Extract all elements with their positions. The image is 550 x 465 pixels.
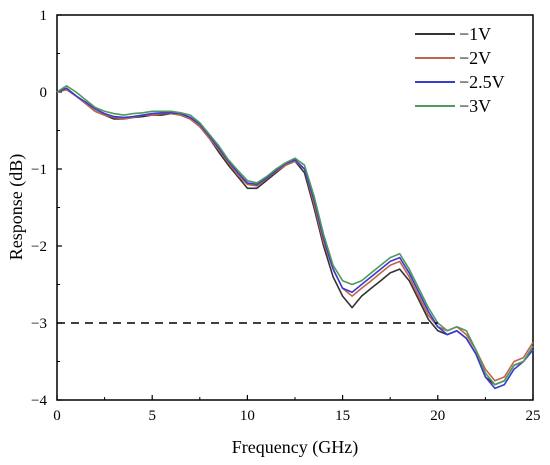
y-tick-label: −1 [31,162,47,178]
legend-label: −1V [459,24,491,44]
x-tick-label: 15 [335,408,350,424]
x-tick-label: 5 [148,408,156,424]
x-tick-label: 10 [240,408,255,424]
x-axis-title: Frequency (GHz) [232,437,358,458]
series-line-3 [56,85,534,386]
y-tick-label: 1 [40,8,48,24]
plot-area [56,85,534,390]
y-tick-label: 0 [40,85,48,101]
x-tick-label: 20 [430,408,445,424]
y-axis-title: Response (dB) [6,154,27,261]
y-tick-label: −3 [31,316,47,332]
y-tick-label: −2 [31,239,47,255]
legend-label: −2.5V [459,72,505,92]
legend: −1V −2V −2.5V −3V [415,24,505,116]
x-tick-label: 0 [53,408,61,424]
plot-frame [56,14,534,401]
series-line-2 [56,87,534,390]
legend-label: −3V [459,96,491,116]
x-tick-label: 25 [526,408,541,424]
y-tick-label: −4 [31,393,47,409]
legend-label: −2V [459,48,491,68]
